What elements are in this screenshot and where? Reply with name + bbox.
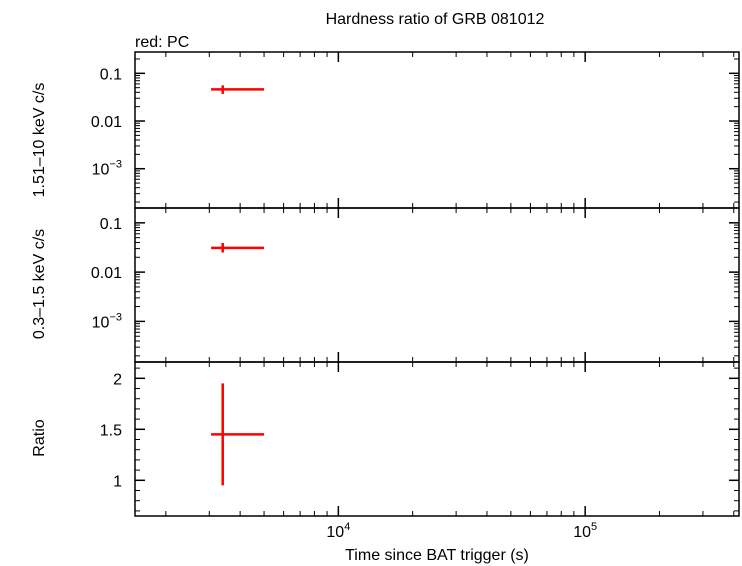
y-tick-label: 1 — [113, 473, 122, 490]
panel-ratio: 2 1.5 1 Ratio — [31, 361, 740, 517]
y-tick-label: 0.01 — [91, 114, 122, 131]
panel-hard-ylabel: 1.51–10 keV c/s — [31, 83, 48, 198]
y-tick-label: 0.1 — [100, 216, 122, 233]
data-point-soft — [211, 242, 265, 253]
y-tick-label: 2 — [113, 371, 122, 388]
panel-ratio-frame — [134, 361, 740, 517]
panel-hard: 0.1 0.01 10−3 1.51–10 keV c/s — [31, 51, 740, 209]
legend-label: red: PC — [135, 34, 189, 51]
x-axis-label: Time since BAT trigger (s) — [345, 547, 529, 564]
data-point-ratio — [211, 383, 265, 486]
data-point-hard — [211, 85, 265, 94]
y-tick-label: 0.01 — [91, 265, 122, 282]
panel-ratio-ylabel: Ratio — [31, 419, 48, 456]
panel-hard-frame — [134, 51, 740, 209]
y-tick-label: 10−3 — [92, 159, 122, 179]
y-tick-label: 0.1 — [100, 66, 122, 83]
panel-soft: 0.1 0.01 10−3 0.3–1.5 keV c/s — [31, 207, 740, 363]
x-tick-label: 104 — [326, 521, 350, 541]
panels: 0.1 0.01 10−3 1.51–10 keV c/s 0.1 0.01 10−3 0.3… — [31, 51, 740, 541]
x-tick-label: 105 — [573, 521, 597, 541]
y-tick-label: 1.5 — [100, 422, 122, 439]
panel-soft-frame — [134, 207, 740, 363]
y-tick-label: 10−3 — [92, 311, 122, 331]
chart-title: Hardness ratio of GRB 081012 — [326, 11, 545, 28]
panel-soft-ylabel: 0.3–1.5 keV c/s — [31, 229, 48, 339]
